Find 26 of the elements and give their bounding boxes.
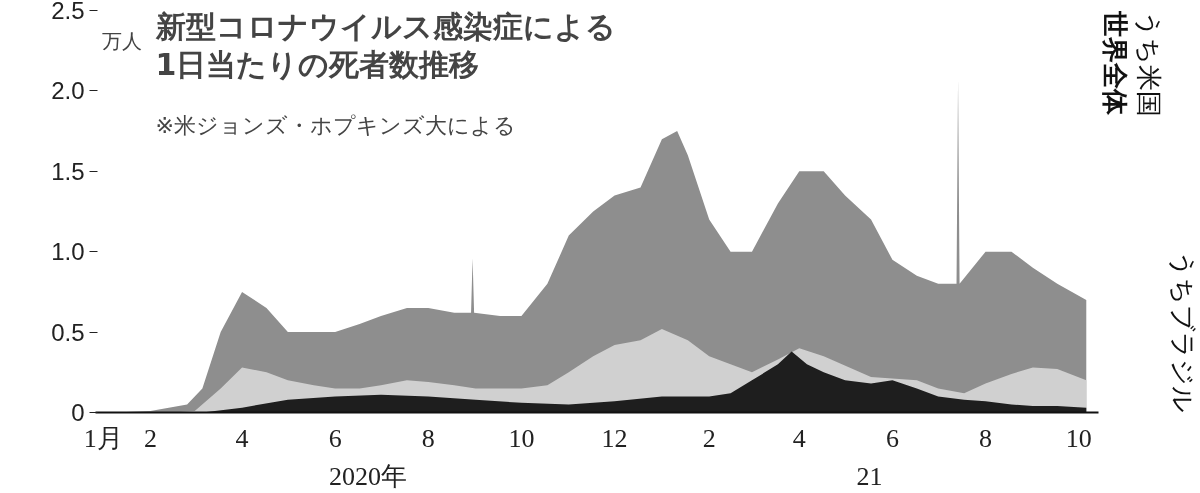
y-tick-label: 2.5 — [51, 0, 85, 24]
x-tick-label: 12 — [601, 423, 628, 453]
text: 世界全体 — [1099, 9, 1130, 116]
x-tick-label: 1月 — [83, 423, 123, 453]
y-tick-label: 1.0 — [51, 238, 85, 266]
x-tick-label: 6 — [328, 423, 342, 453]
x-tick-label: 6 — [885, 423, 899, 453]
x-tick-label: 2 — [143, 423, 157, 453]
y-tick-label: 1.5 — [51, 157, 85, 185]
x-tick-label: 10 — [508, 423, 535, 453]
y-tick-label: 0.5 — [51, 318, 85, 346]
text: ※米ジョンズ・ホプキンズ大による — [155, 112, 516, 138]
text: 新型コロナウイルス感染症による 1日当たりの死者数推移 — [154, 8, 616, 82]
x-tick-label: 8 — [979, 423, 993, 453]
x-tick-label: 4 — [235, 423, 249, 453]
text: うちブラジル — [1167, 250, 1198, 413]
text: 21 — [856, 461, 883, 491]
y-tick-label: 0 — [71, 399, 85, 426]
text: 2020年 — [329, 461, 407, 491]
y-tick-label: 2.0 — [51, 77, 85, 105]
x-tick-label: 10 — [1065, 423, 1092, 453]
x-tick-label: 2 — [702, 423, 716, 453]
x-tick-label: 8 — [421, 423, 435, 453]
y-axis-title: 万人 — [101, 28, 142, 53]
x-tick-label: 4 — [792, 423, 806, 453]
text: うち米国 — [1133, 10, 1164, 117]
